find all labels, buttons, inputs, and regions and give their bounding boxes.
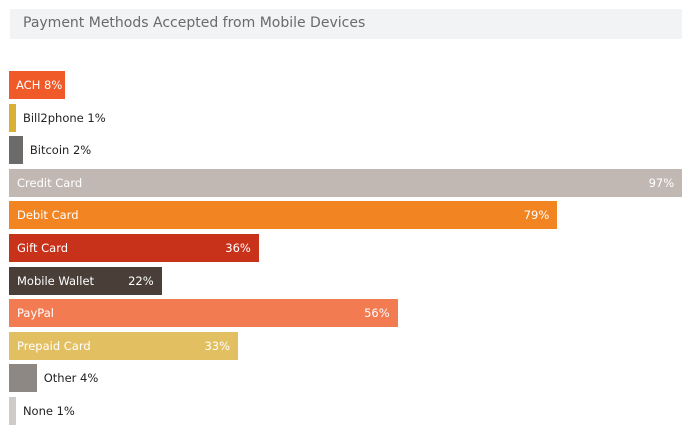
bar-debit-card (9, 201, 558, 230)
value-label: 56% (364, 306, 390, 321)
bar-paypal (9, 299, 398, 328)
value-label: 97% (648, 175, 675, 190)
bar-gift-card (9, 234, 259, 262)
bar-credit-card (9, 168, 683, 197)
bar-ach (9, 71, 65, 99)
chart-title: Payment Methods Accepted from Mobile Dev… (23, 15, 366, 31)
category-value-label: Bitcoin 2% (29, 143, 92, 158)
bar-bill2phone (9, 103, 16, 132)
value-label: 79% (523, 208, 550, 223)
bar-prepaid-card (9, 331, 239, 360)
bar-bitcoin (9, 136, 23, 165)
category-value-label: None 1% (22, 404, 75, 418)
bar-other (9, 364, 37, 393)
category-value-label: Other 4% (43, 371, 99, 386)
category-value-label: ACH 8% (16, 78, 63, 92)
category-label: Credit Card (17, 175, 83, 190)
category-label: PayPal (17, 306, 54, 321)
bar-none (9, 397, 16, 425)
category-value-label: Bill2phone 1% (22, 110, 106, 125)
value-label: 33% (204, 338, 231, 353)
category-label: Debit Card (17, 208, 79, 223)
chart-title-bar: Payment Methods Accepted from Mobile Dev… (10, 9, 682, 39)
bar-mobile-wallet (9, 266, 162, 295)
value-label: 22% (128, 273, 154, 288)
category-label: Gift Card (17, 241, 69, 255)
category-label: Prepaid Card (17, 338, 91, 353)
category-label: Mobile Wallet (17, 273, 95, 288)
value-label: 36% (225, 241, 251, 255)
